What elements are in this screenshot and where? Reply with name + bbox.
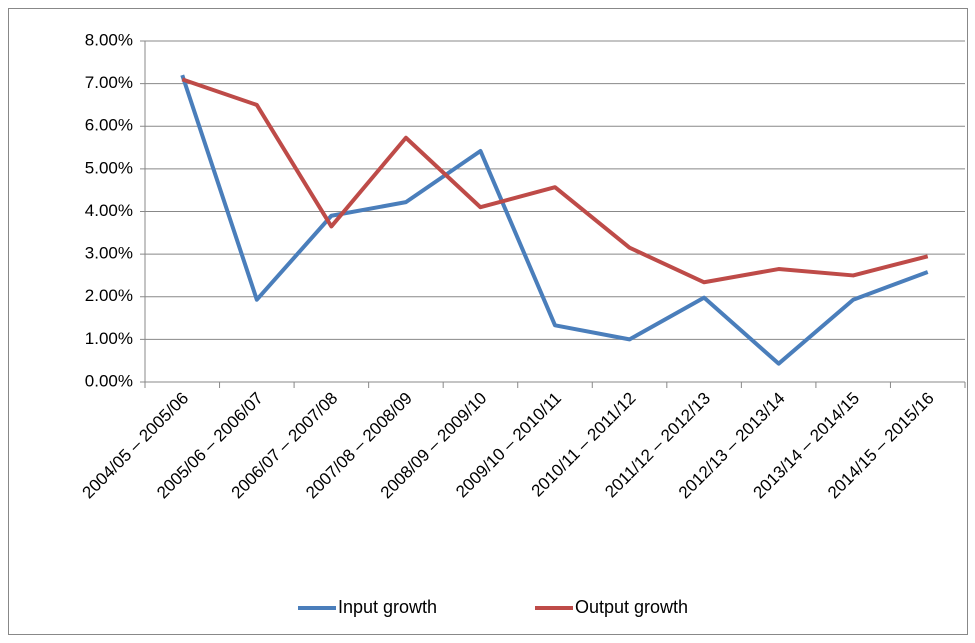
y-tick-label: 7.00% [85,73,133,92]
y-tick-label: 5.00% [85,158,133,177]
y-tick-label: 3.00% [85,244,133,263]
y-tick-label: 8.00% [85,30,133,49]
y-tick-label: 4.00% [85,201,133,220]
y-tick-label: 1.00% [85,329,133,348]
legend-label: Output growth [575,597,688,617]
y-tick-label: 2.00% [85,286,133,305]
chart-border [8,8,968,635]
series-line [181,77,929,285]
legend-label: Input growth [338,597,437,617]
y-tick-label: 6.00% [85,116,133,135]
series-line [180,74,929,366]
y-tick-label: 0.00% [85,371,133,390]
